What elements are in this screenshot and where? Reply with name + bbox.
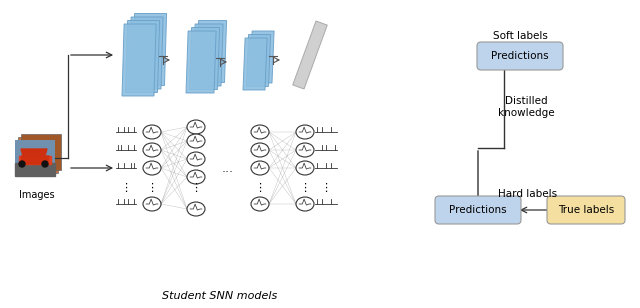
Text: ...: ... [222, 161, 234, 175]
FancyBboxPatch shape [21, 134, 61, 170]
FancyBboxPatch shape [547, 196, 625, 224]
Polygon shape [246, 34, 271, 87]
Ellipse shape [143, 197, 161, 211]
Text: Soft labels: Soft labels [493, 31, 547, 41]
Polygon shape [125, 21, 159, 92]
FancyBboxPatch shape [15, 140, 55, 176]
Polygon shape [19, 156, 51, 164]
Text: Images: Images [19, 190, 55, 200]
Polygon shape [129, 17, 163, 89]
Ellipse shape [296, 125, 314, 139]
Ellipse shape [143, 125, 161, 139]
Ellipse shape [187, 120, 205, 134]
Ellipse shape [251, 161, 269, 175]
Polygon shape [186, 31, 216, 93]
Ellipse shape [143, 143, 161, 157]
Text: ⋮: ⋮ [255, 183, 266, 193]
Ellipse shape [296, 197, 314, 211]
Ellipse shape [251, 197, 269, 211]
Ellipse shape [296, 143, 314, 157]
Polygon shape [21, 149, 47, 156]
Text: Predictions: Predictions [491, 51, 549, 61]
Polygon shape [196, 21, 227, 83]
FancyBboxPatch shape [477, 42, 563, 70]
Polygon shape [189, 27, 220, 90]
Polygon shape [15, 163, 55, 176]
Polygon shape [250, 31, 274, 83]
Text: Hard labels: Hard labels [499, 189, 557, 199]
Polygon shape [132, 14, 166, 86]
FancyBboxPatch shape [18, 137, 58, 173]
Text: ⋮: ⋮ [321, 183, 332, 193]
Polygon shape [243, 38, 267, 90]
Polygon shape [122, 24, 156, 96]
Text: Student SNN models: Student SNN models [163, 291, 278, 301]
Ellipse shape [187, 170, 205, 184]
Text: ⋮: ⋮ [191, 183, 202, 193]
Text: ⋮: ⋮ [300, 183, 310, 193]
Polygon shape [21, 156, 49, 164]
Ellipse shape [187, 202, 205, 216]
Ellipse shape [251, 125, 269, 139]
Text: ⋮: ⋮ [120, 183, 132, 193]
Ellipse shape [251, 143, 269, 157]
FancyBboxPatch shape [435, 196, 521, 224]
Ellipse shape [296, 161, 314, 175]
Circle shape [42, 161, 48, 167]
Circle shape [19, 161, 25, 167]
Ellipse shape [187, 134, 205, 148]
Text: Predictions: Predictions [449, 205, 507, 215]
Ellipse shape [187, 152, 205, 166]
FancyBboxPatch shape [15, 140, 55, 176]
Text: True labels: True labels [558, 205, 614, 215]
Polygon shape [292, 21, 327, 89]
Text: Distilled
knowledge: Distilled knowledge [498, 96, 554, 118]
Ellipse shape [143, 161, 161, 175]
Polygon shape [193, 24, 223, 86]
Text: ⋮: ⋮ [147, 183, 157, 193]
